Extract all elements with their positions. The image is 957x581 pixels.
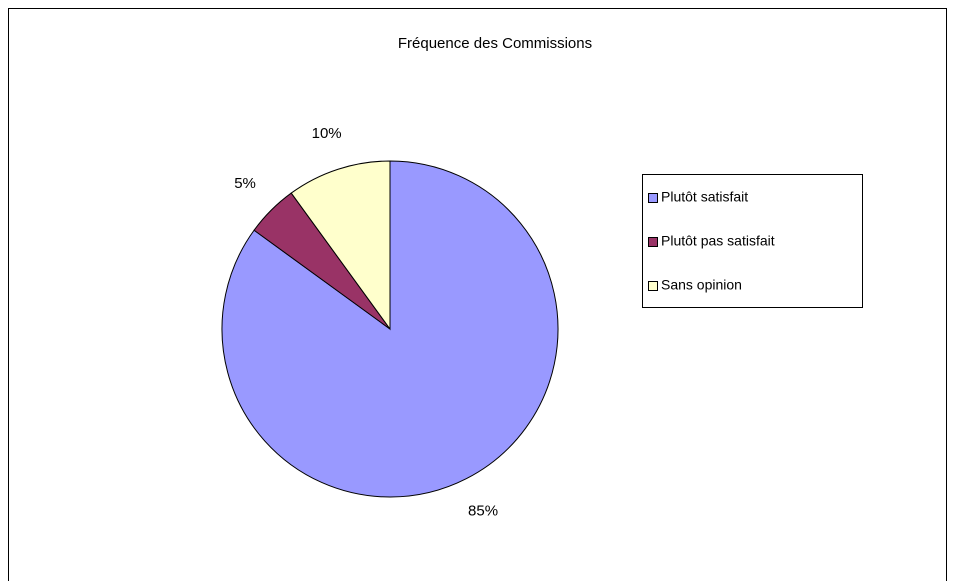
pie-slice bbox=[221, 160, 559, 498]
data-label: 5% bbox=[234, 175, 256, 192]
chart-frame bbox=[8, 8, 947, 581]
pie-slice bbox=[290, 160, 391, 331]
data-label: 85% bbox=[468, 503, 498, 520]
legend-label: Plutôt satisfait bbox=[661, 189, 748, 205]
legend-label: Sans opinion bbox=[661, 277, 742, 293]
chart-title: Fréquence des Commissions bbox=[398, 35, 592, 52]
legend-marker bbox=[648, 193, 658, 203]
legend-marker bbox=[648, 281, 658, 291]
data-label: 10% bbox=[312, 125, 342, 142]
legend-marker bbox=[648, 237, 658, 247]
legend-label: Plutôt pas satisfait bbox=[661, 233, 775, 249]
legend-box bbox=[642, 174, 863, 308]
